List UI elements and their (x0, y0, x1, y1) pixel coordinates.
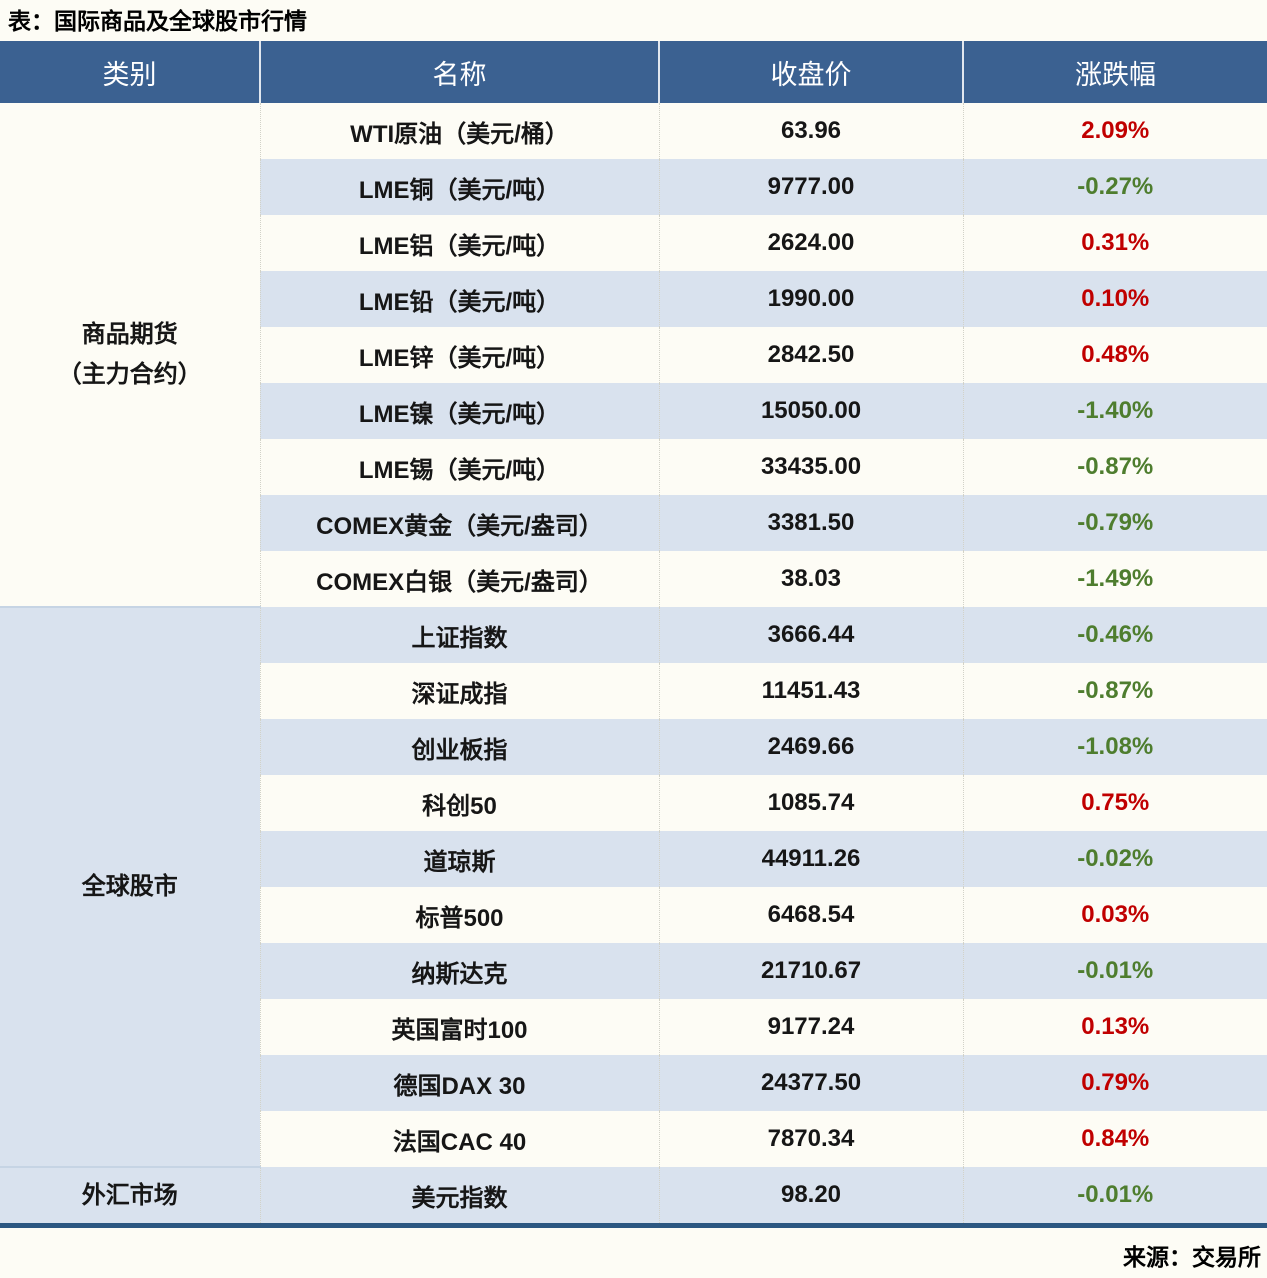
close-price-cell: 9177.24 (659, 999, 964, 1055)
name-cell: 科创50 (260, 775, 660, 831)
name-cell: WTI原油（美元/桶） (260, 103, 660, 159)
close-price-cell: 1990.00 (659, 271, 964, 327)
close-price-cell: 98.20 (659, 1167, 964, 1223)
header-name: 名称 (260, 41, 660, 103)
close-price-cell: 21710.67 (659, 943, 964, 999)
table-row: LME镍（美元/吨） 15050.00 -1.40% (0, 383, 1267, 439)
change-percent-cell: -0.87% (1077, 453, 1154, 480)
change-percent-cell: 2.09% (1081, 117, 1150, 144)
category-cell: 全球股市 (0, 606, 261, 1167)
change-percent-cell: -0.01% (963, 1167, 1267, 1223)
change-percent-cell: -1.08% (963, 719, 1267, 775)
name-cell: 标普500 (260, 887, 660, 943)
table-row: COMEX黄金（美元/盎司） 3381.50 -0.79% (0, 495, 1267, 551)
category-cell: 外汇市场 (0, 1166, 261, 1223)
name-cell: 上证指数 (260, 607, 660, 663)
close-price-cell: 33435.00 (659, 439, 964, 495)
header-change: 涨跌幅 (963, 41, 1267, 103)
change-percent-cell: -0.46% (963, 607, 1267, 663)
name-cell: 创业板指 (260, 719, 660, 775)
change-percent-cell: -0.79% (963, 495, 1267, 551)
table-row: LME铝（美元/吨） 2624.00 0.31% (0, 215, 1267, 271)
change-percent-cell: -1.49% (1077, 565, 1154, 592)
change-percent-cell: 0.48% (1081, 341, 1150, 368)
table-row: 科创50 1085.74 0.75% (0, 775, 1267, 831)
table-row: 英国富时100 9177.24 0.13% (0, 999, 1267, 1055)
table-row: COMEX白银（美元/盎司） 38.03 -1.49% (0, 551, 1267, 607)
name-cell: 道琼斯 (260, 831, 660, 887)
table-row: 商品期货 （主力合约） WTI原油（美元/桶） 63.96 2.09% (0, 103, 1267, 607)
close-price-cell: 2842.50 (659, 327, 964, 383)
table-row: 全球股市 上证指数 3666.44 -0.46% (0, 606, 1267, 1167)
name-cell: COMEX白银（美元/盎司） (260, 551, 660, 607)
name-cell: LME锡（美元/吨） (260, 439, 660, 495)
table-row: 道琼斯 44911.26 -0.02% (0, 831, 1267, 887)
header-category: 类别 (0, 41, 261, 103)
change-percent-cell: 0.84% (1081, 1125, 1150, 1152)
close-price-cell: 2624.00 (659, 215, 964, 271)
header-close: 收盘价 (659, 41, 964, 103)
name-cell: LME锌（美元/吨） (260, 327, 660, 383)
close-price-cell: 11451.43 (659, 663, 964, 719)
market-table-body: 商品期货 （主力合约） WTI原油（美元/桶） 63.96 2.09% LME铜（美元/吨… (0, 103, 1267, 1223)
header-row: 类别 名称 收盘价 涨跌幅 (0, 41, 1267, 103)
close-price-cell: 2469.66 (659, 719, 964, 775)
close-price-cell: 38.03 (659, 551, 964, 607)
table-row: 深证成指 11451.43 -0.87% (0, 663, 1267, 719)
change-percent-cell: 0.03% (1081, 901, 1150, 928)
table-row: 创业板指 2469.66 -1.08% (0, 719, 1267, 775)
name-cell: 美元指数 (260, 1167, 660, 1223)
change-percent-cell: 0.13% (1081, 1013, 1150, 1040)
change-percent-cell: -0.02% (963, 831, 1267, 887)
name-cell: LME铜（美元/吨） (260, 159, 660, 215)
table-row: LME锡（美元/吨） 33435.00 -0.87% (0, 439, 1267, 495)
name-cell: LME铅（美元/吨） (260, 271, 660, 327)
table-row: 纳斯达克 21710.67 -0.01% (0, 943, 1267, 999)
category-label-line: 商品期货 (81, 320, 178, 348)
category-label-line: 外汇市场 (81, 1181, 178, 1209)
category-label-line: （主力合约） (57, 360, 202, 388)
source-note: 来源：交易所 (1123, 1244, 1261, 1270)
change-percent-cell: 0.79% (963, 1055, 1267, 1111)
name-cell: 法国CAC 40 (260, 1111, 660, 1167)
page-title: 表：国际商品及全球股市行情 (8, 8, 307, 34)
table-row: LME铜（美元/吨） 9777.00 -0.27% (0, 159, 1267, 215)
table-row: 德国DAX 30 24377.50 0.79% (0, 1055, 1267, 1111)
change-percent-cell: -1.40% (963, 383, 1267, 439)
table-row: 法国CAC 40 7870.34 0.84% (0, 1111, 1267, 1167)
table-row: 标普500 6468.54 0.03% (0, 887, 1267, 943)
category-label-line: 全球股市 (81, 873, 178, 900)
table-row: LME锌（美元/吨） 2842.50 0.48% (0, 327, 1267, 383)
change-percent-cell: 0.31% (1081, 229, 1150, 256)
close-price-cell: 44911.26 (659, 831, 964, 887)
bottom-border-rule (0, 1223, 1267, 1228)
close-price-cell: 63.96 (659, 103, 964, 159)
close-price-cell: 3381.50 (659, 495, 964, 551)
close-price-cell: 3666.44 (659, 607, 964, 663)
name-cell: 纳斯达克 (260, 943, 660, 999)
change-percent-cell: -0.01% (963, 943, 1267, 999)
change-percent-cell: 0.75% (1081, 789, 1150, 816)
change-percent-cell: -0.87% (1077, 677, 1154, 704)
market-table: 类别 名称 收盘价 涨跌幅 商品期货 （主力合约） WTI原油（美元/桶） 63.96… (0, 41, 1267, 1223)
close-price-cell: 24377.50 (659, 1055, 964, 1111)
close-price-cell: 15050.00 (659, 383, 964, 439)
close-price-cell: 1085.74 (659, 775, 964, 831)
name-cell: 英国富时100 (260, 999, 660, 1055)
name-cell: 德国DAX 30 (260, 1055, 660, 1111)
name-cell: LME铝（美元/吨） (260, 215, 660, 271)
close-price-cell: 9777.00 (659, 159, 964, 215)
table-row: LME铅（美元/吨） 1990.00 0.10% (0, 271, 1267, 327)
change-percent-cell: -0.27% (963, 159, 1267, 215)
close-price-cell: 6468.54 (659, 887, 964, 943)
category-cell: 商品期货 （主力合约） (0, 103, 261, 607)
change-percent-cell: 0.10% (963, 271, 1267, 327)
table-row: 外汇市场 美元指数 98.20 -0.01% (0, 1166, 1267, 1223)
name-cell: COMEX黄金（美元/盎司） (260, 495, 660, 551)
table-header: 类别 名称 收盘价 涨跌幅 (0, 41, 1267, 103)
name-cell: 深证成指 (260, 663, 660, 719)
name-cell: LME镍（美元/吨） (260, 383, 660, 439)
close-price-cell: 7870.34 (659, 1111, 964, 1167)
